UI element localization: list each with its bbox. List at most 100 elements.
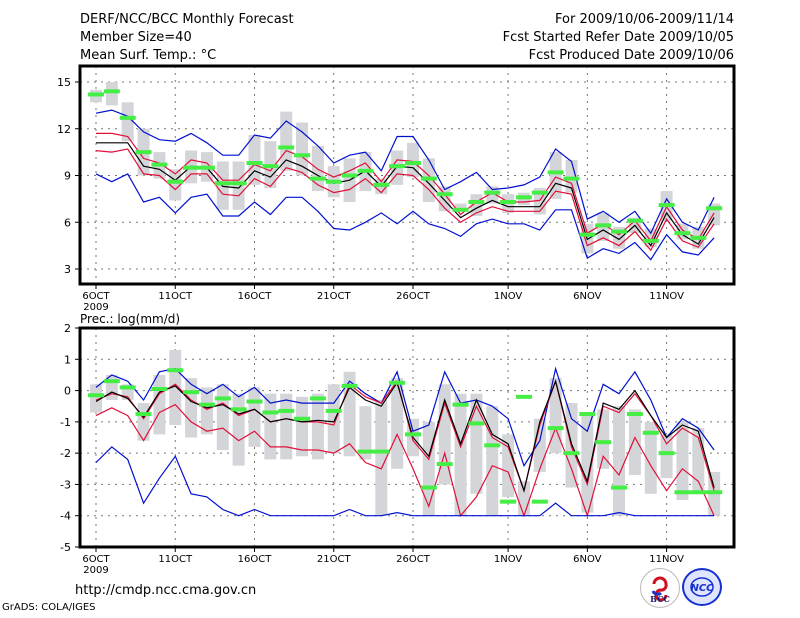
temp-line-ensemble-min bbox=[95, 173, 715, 261]
prec-median-mark bbox=[579, 412, 596, 417]
prec-ytick-label: -2 bbox=[60, 447, 71, 460]
temp-line-ensemble-max bbox=[95, 109, 715, 235]
temp-ytick-label: 9 bbox=[64, 170, 71, 183]
prec-ytick-label: 0 bbox=[64, 385, 71, 398]
prec-xtick-label: 26OCT bbox=[396, 554, 431, 565]
prec-median-mark bbox=[531, 499, 548, 504]
prec-median-mark bbox=[373, 449, 390, 454]
prec-box bbox=[502, 434, 515, 497]
temp-plot-frame bbox=[78, 64, 736, 286]
prec-box bbox=[391, 378, 404, 469]
temp-median-mark bbox=[500, 199, 517, 204]
prec-box bbox=[264, 393, 277, 460]
prec-box bbox=[280, 393, 293, 460]
prec-box bbox=[470, 393, 483, 494]
prec-median-mark bbox=[420, 485, 437, 490]
temp-median-mark bbox=[278, 145, 295, 150]
temp-median-mark bbox=[626, 218, 643, 223]
prec-line-lower-spread bbox=[95, 403, 715, 518]
prec-median-mark bbox=[183, 390, 200, 395]
temp-median-mark bbox=[389, 164, 406, 169]
prec-median-mark bbox=[119, 385, 136, 390]
prec-box bbox=[676, 421, 689, 501]
prec-median-mark bbox=[309, 396, 326, 401]
temp-median-mark bbox=[151, 162, 168, 167]
grads-credit: GrADS: COLA/IGES bbox=[2, 602, 96, 613]
temp-median-mark bbox=[658, 203, 675, 208]
prec-box bbox=[296, 396, 309, 457]
prec-median-mark bbox=[658, 451, 675, 456]
prec-median-mark bbox=[246, 399, 263, 404]
temp-median-mark bbox=[262, 164, 279, 169]
temp-box bbox=[232, 161, 245, 210]
temp-xtick-label: 16OCT bbox=[238, 291, 273, 302]
temp-median-mark bbox=[547, 170, 564, 175]
prec-box bbox=[660, 434, 673, 479]
prec-median-mark bbox=[515, 394, 532, 399]
temp-median-mark bbox=[246, 161, 263, 166]
source-url[interactable]: http://cmdp.ncc.cma.gov.cn bbox=[75, 583, 257, 598]
temp-median-mark bbox=[579, 232, 596, 237]
temp-median-mark bbox=[674, 231, 691, 236]
temp-median-mark bbox=[167, 179, 184, 184]
temp-median-mark bbox=[484, 190, 501, 195]
forecast-period: For 2009/10/06-2009/11/14 bbox=[555, 12, 734, 27]
prec-median-mark bbox=[626, 412, 643, 417]
temp-median-mark bbox=[515, 195, 532, 200]
prec-median-mark bbox=[436, 462, 453, 467]
prec-year-label: 2009 bbox=[83, 565, 108, 576]
temp-median-mark bbox=[405, 161, 421, 166]
prec-box bbox=[311, 393, 324, 460]
temp-median-mark bbox=[611, 229, 628, 234]
prec-box bbox=[613, 406, 626, 516]
bcc-logo-text: BCC bbox=[650, 594, 670, 604]
temp-median-mark bbox=[468, 199, 485, 204]
prec-box bbox=[359, 406, 372, 460]
temp-median-mark bbox=[309, 176, 326, 181]
prec-median-mark bbox=[357, 449, 374, 454]
prec-median-mark bbox=[294, 416, 311, 421]
temp-median-mark bbox=[452, 207, 469, 212]
temp-median-mark bbox=[642, 238, 659, 243]
temp-median-mark bbox=[135, 150, 152, 155]
bcc-logo: BCC bbox=[640, 568, 680, 608]
prec-box bbox=[153, 374, 166, 435]
prec-box bbox=[232, 393, 245, 466]
temp-line-lower-spread bbox=[95, 148, 715, 252]
prec-box bbox=[581, 415, 594, 513]
temp-box bbox=[565, 159, 578, 193]
prec-box bbox=[90, 384, 102, 413]
prec-median-mark bbox=[642, 430, 659, 435]
temp-median-mark bbox=[420, 176, 437, 181]
prec-line-ensemble-max bbox=[95, 366, 715, 468]
prec-ytick-label: -3 bbox=[60, 478, 71, 491]
temp-line-upper-spread bbox=[96, 132, 715, 243]
prec-box bbox=[597, 409, 610, 469]
temp-median-mark bbox=[690, 235, 707, 240]
temp-median-mark bbox=[706, 206, 723, 211]
temp-median-mark bbox=[357, 168, 374, 173]
prec-box bbox=[200, 387, 213, 435]
temp-xtick-label: 6OCT bbox=[82, 291, 110, 302]
produced-date: Fcst Produced Date 2009/10/06 bbox=[528, 48, 734, 63]
temp-year-label: 2009 bbox=[83, 302, 108, 313]
prec-median-mark bbox=[167, 368, 184, 373]
prec-ytick-label: 1 bbox=[64, 353, 71, 366]
temp-median-mark bbox=[294, 153, 311, 158]
prec-xtick-label: 11NOV bbox=[649, 554, 684, 565]
variable-label: Mean Surf. Temp.: °C bbox=[80, 48, 217, 63]
temp-median-mark bbox=[119, 115, 136, 120]
ncc-logo-text: NCC bbox=[690, 583, 714, 594]
prec-xtick-label: 16OCT bbox=[238, 554, 273, 565]
prec-panel-title: Prec.: log(mm/d) bbox=[80, 312, 180, 326]
prec-box bbox=[644, 421, 657, 494]
prec-median-mark bbox=[135, 412, 152, 417]
temp-xtick-label: 6NOV bbox=[573, 291, 602, 302]
bcc-logo-icon: BCC bbox=[650, 576, 670, 604]
temp-median-mark bbox=[103, 89, 120, 94]
prec-median-mark bbox=[468, 421, 485, 426]
prec-median-mark bbox=[706, 490, 723, 495]
temp-xtick-label: 11OCT bbox=[158, 291, 193, 302]
temp-median-mark bbox=[341, 173, 358, 178]
